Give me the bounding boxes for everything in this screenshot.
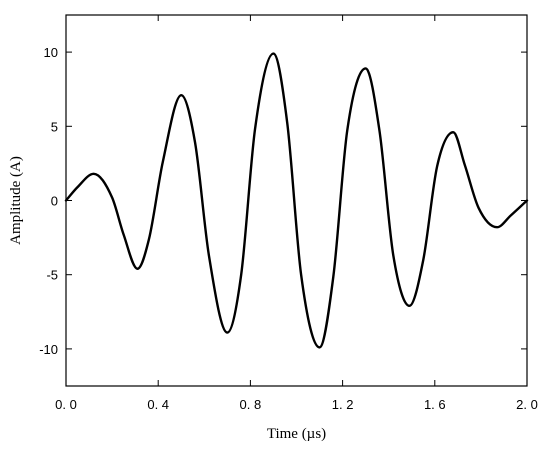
x-tick-label: 1. 2: [332, 397, 354, 412]
x-tick-label: 2. 0: [516, 397, 538, 412]
y-axis-label: Amplitude (A): [8, 156, 24, 245]
x-axis-label: Time (µs): [267, 426, 326, 442]
y-tick-label: -10: [39, 342, 58, 357]
y-tick-label: -5: [46, 268, 58, 283]
x-axis-ticks: 0. 0 0. 4 0. 8 1. 2 1. 6 2. 0: [55, 15, 538, 412]
y-axis-ticks: 10 5 0 -5 -10: [39, 45, 527, 357]
x-tick-label: 0. 4: [147, 397, 169, 412]
y-tick-label: 5: [51, 119, 58, 134]
plot-frame: [65, 14, 528, 387]
x-tick-label: 1. 6: [424, 397, 446, 412]
x-tick-label: 0. 8: [240, 397, 262, 412]
series-line-amplitude: [64, 52, 529, 349]
x-tick-label: 0. 0: [55, 397, 77, 412]
y-tick-label: 0: [51, 194, 58, 209]
y-tick-label: 10: [44, 45, 58, 60]
